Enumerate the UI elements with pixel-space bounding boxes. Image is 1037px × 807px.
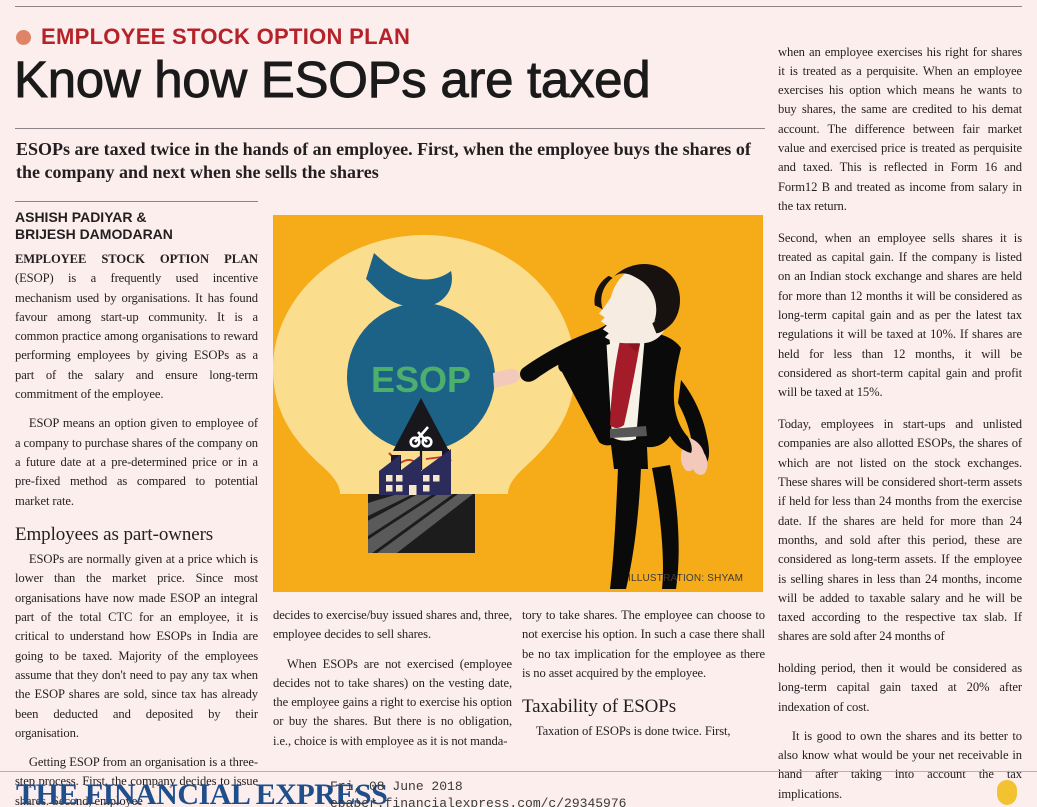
svg-text:ESOP: ESOP bbox=[371, 359, 471, 400]
